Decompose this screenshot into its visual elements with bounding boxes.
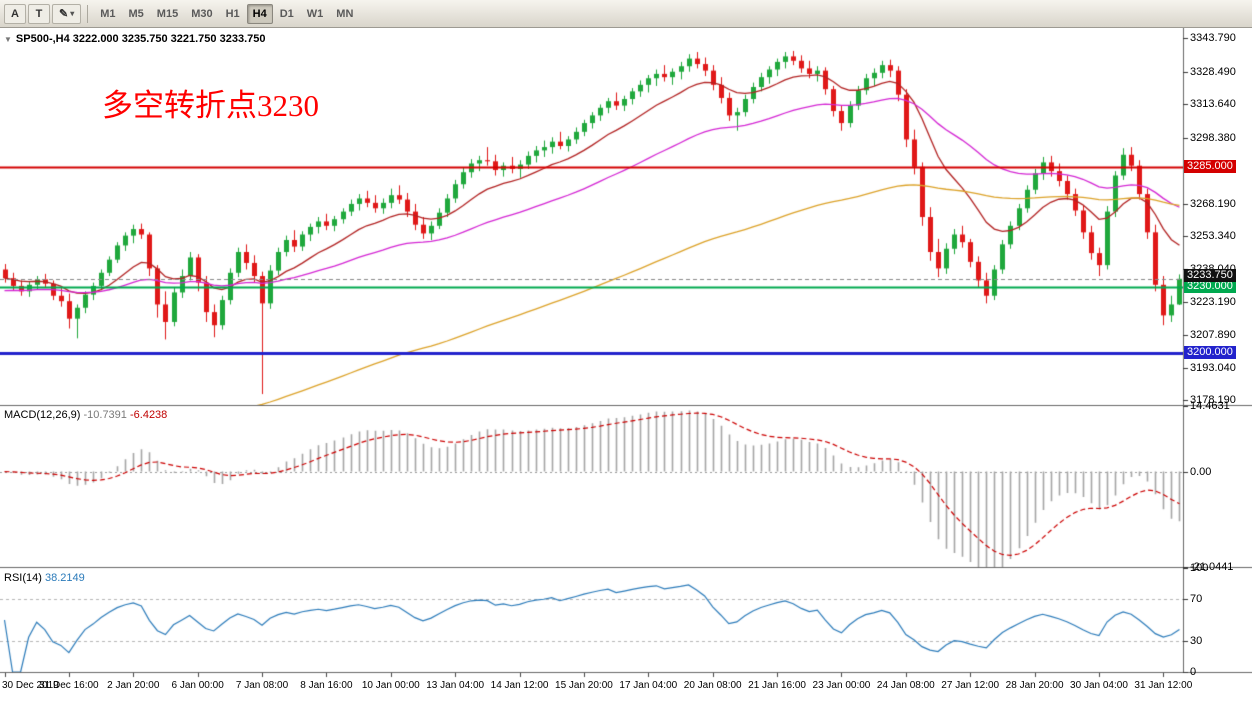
time-axis-label: 10 Jan 00:00 [361,680,420,691]
timeframe-h1[interactable]: H1 [220,4,246,24]
time-axis-label: 2 Jan 20:00 [107,680,160,691]
time-axis-label: 31 Jan 12:00 [1134,680,1193,691]
timeframe-h4[interactable]: H4 [246,3,273,24]
timeframe-m15[interactable]: M15 [151,4,184,24]
time-axis-label: 8 Jan 16:00 [300,680,353,691]
time-axis-label: 31 Dec 16:00 [39,680,99,691]
timeframe-m30[interactable]: M30 [185,4,218,24]
price-axis-label: 3178.190 [1190,394,1236,407]
timeframe-m5[interactable]: M5 [123,4,150,24]
annotation-text: 多空转折点3230 [102,88,319,123]
collapse-icon[interactable]: ▼ [4,35,12,44]
price-axis-label: 3313.640 [1190,98,1236,111]
price-axis-label: 3298.380 [1190,131,1236,144]
time-axis-label: 13 Jan 04:00 [426,680,485,691]
timeframe-d1[interactable]: D1 [274,4,300,24]
rsi-label-name: RSI(14) [4,572,42,584]
price-axis-label: 3343.790 [1190,32,1236,45]
macd-axis-label: -21.0441 [1190,561,1234,573]
price-axis-label: 3253.340 [1190,229,1236,242]
rsi-axis-label: 30 [1190,634,1203,647]
chart-region: ▼ SP500-,H4 3222.000 3235.750 3221.750 32… [0,28,1252,701]
time-axis-label: 24 Jan 08:00 [876,680,935,691]
time-axis-label: 28 Jan 20:00 [1005,680,1064,691]
toolbar-separator [87,4,89,23]
time-axis-label: 23 Jan 00:00 [812,680,871,691]
chart-title: ▼ SP500-,H4 3222.000 3235.750 3221.750 32… [4,33,265,45]
toolbar: A T ✎ ▾ M1 M5 M15 M30 H1 H4 D1 W1 MN [0,0,1252,28]
current-price-badge: 3233.750 [1184,268,1236,282]
macd-label: MACD(12,26,9) -10.7391 -6.4238 [4,409,167,421]
macd-main-value: -10.7391 [83,409,127,421]
price-axis-label: 3223.190 [1190,295,1236,308]
macd-label-name: MACD(12,26,9) [4,409,81,421]
macd-axis-label: 14.4631 [1190,400,1230,412]
time-axis-label: 27 Jan 12:00 [941,680,1000,691]
time-axis-label: 7 Jan 08:00 [235,680,289,691]
rsi-value: 38.2149 [44,572,85,584]
timeframe-m1[interactable]: M1 [94,4,121,24]
time-axis-label: 21 Jan 16:00 [748,680,806,691]
time-axis-label: 30 Jan 04:00 [1070,680,1128,691]
chart-title-text: SP500-,H4 3222.000 3235.750 3221.750 323… [15,33,266,45]
timeframe-mn[interactable]: MN [330,4,359,24]
chevron-down-icon: ▾ [70,9,75,18]
macd-signal-value: -6.4238 [129,409,168,421]
price-line-badge: 3285.000 [1184,160,1236,174]
pointer-tool-button[interactable]: A [4,3,26,24]
time-axis-label: 17 Jan 04:00 [619,680,678,691]
price-axis-label: 3268.190 [1190,197,1236,210]
pencil-icon: ✎ [59,8,69,20]
draw-tool-button[interactable]: ✎ ▾ [52,3,82,24]
time-axis-label: 14 Jan 12:00 [490,680,549,691]
rsi-axis-label: 100 [1190,562,1209,574]
time-axis-label: 30 Dec 2019 [2,680,59,691]
rsi-axis-label: 70 [1190,593,1203,606]
time-axis-label: 6 Jan 00:00 [171,680,224,691]
timeframe-group: M1 M5 M15 M30 H1 H4 D1 W1 MN [94,3,359,24]
time-axis-label: 15 Jan 20:00 [555,680,613,691]
chart-canvas[interactable] [0,28,1252,701]
timeframe-w1[interactable]: W1 [301,4,330,24]
price-axis-label: 3207.890 [1190,329,1236,342]
price-axis-label: 3328.490 [1190,65,1236,78]
price-line-badge: 3200.000 [1184,346,1236,360]
time-axis-label: 20 Jan 08:00 [683,680,742,691]
price-axis-label: 3193.040 [1190,361,1236,374]
macd-axis-label: 0.00 [1190,465,1212,478]
rsi-axis-label: 0 [1190,666,1197,678]
rsi-label: RSI(14) 38.2149 [4,572,85,584]
price-line-badge: 3230.000 [1184,280,1236,294]
text-tool-button[interactable]: T [28,3,50,24]
